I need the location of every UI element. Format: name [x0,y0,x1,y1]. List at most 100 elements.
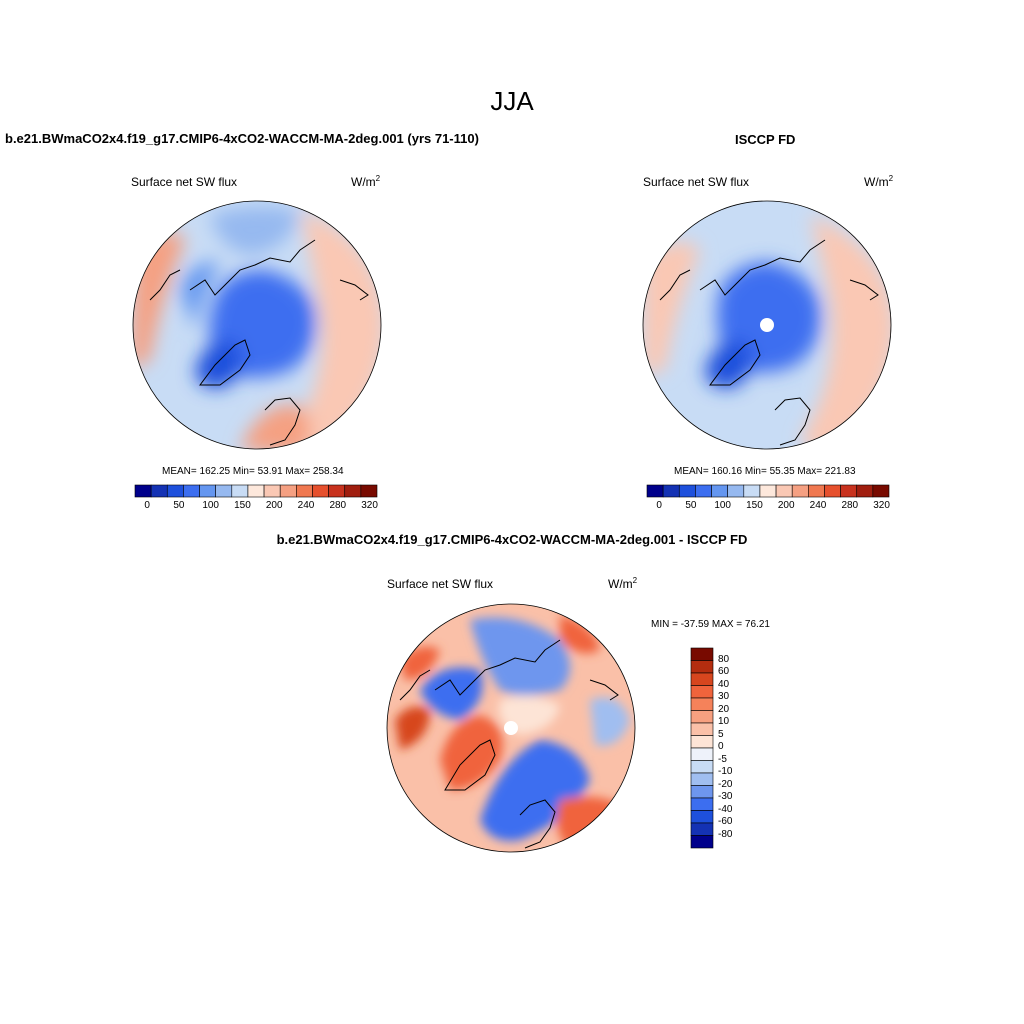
diff-colorbar-tick-label: 30 [718,691,730,702]
diff-neg-north [470,617,570,695]
figure-title: JJA [490,86,534,116]
model-units-label: W/m2 [351,174,380,189]
diff-colorbar-box [690,672,714,686]
obs-units-label: W/m2 [864,174,893,189]
model-cool-field-ne [210,206,300,255]
model-colorbar-box [263,484,281,498]
obs-colorbar-tick-label: 320 [873,500,890,511]
obs-colorbar-box [872,484,890,498]
model-colorbar [134,484,378,498]
obs-colorbar-box [711,484,728,498]
diff-colorbar-tick-label: -60 [718,816,733,827]
obs-warm-field-west [643,242,700,375]
obs-units-exp: 2 [888,174,894,183]
model-polar-map [133,201,381,449]
diff-colorbar-box [690,760,714,774]
diff-units-exp: 2 [632,576,638,585]
obs-colorbar-tick-label: 240 [809,500,827,511]
diff-colorbar-tick-label: -5 [718,753,727,765]
obs-colorbar-box [695,484,712,498]
model-colorbar-box [150,484,168,498]
obs-colorbar-box [824,484,841,498]
model-colorbar-tick-label: 200 [265,500,283,511]
obs-variable-label: Surface net SW flux [643,175,750,189]
model-coastlines [149,239,369,446]
diff-colorbar-tick-label: -80 [718,828,733,840]
diff-colorbar-box [690,835,714,849]
diff-map-border [386,603,636,853]
obs-colorbar-box [759,484,777,498]
model-panel-title: b.e21.BWmaCO2x4.f19_g17.CMIP6-4xCO2-WACC… [5,131,479,146]
model-colorbar-box [247,484,265,498]
diff-colorbar-tick-label: 10 [718,716,730,727]
diff-colorbar-box [690,772,714,786]
diff-pole-mask [504,721,518,735]
obs-colorbar-box [743,484,761,498]
obs-colorbar-box [662,484,680,498]
diff-stats: MIN = -37.59 MAX = 76.21 [651,619,770,630]
obs-colorbar-box [646,484,664,498]
diff-variable-label: Surface net SW flux [387,577,494,591]
obs-colorbar-box [808,484,825,498]
diff-units-base: W/m [608,577,633,591]
model-colorbar-box [215,484,233,498]
diff-colorbar-box [690,810,714,824]
obs-map-border [642,200,892,450]
diff-colorbar-box [690,710,714,724]
model-colorbar-box [134,484,152,498]
obs-colorbar-tick-label: 0 [656,500,662,511]
model-units-base: W/m [351,175,376,189]
obs-units-base: W/m [864,175,889,189]
diff-pos-se [556,796,630,850]
diff-neg-south [480,740,590,841]
model-colorbar-tick-label: 240 [297,500,315,511]
diff-colorbar-box [690,647,714,661]
obs-colorbar-tick-label: 200 [777,500,795,511]
model-colorbar-box [344,484,362,498]
model-colorbar-tick-label: 0 [144,500,150,511]
diff-colorbar-tick-label: -30 [718,791,733,802]
diff-polar-map [387,604,635,852]
diff-colorbar-tick-label: -20 [718,778,733,790]
model-colorbar-tick-label: 100 [202,500,219,511]
model-colorbar-box [312,484,329,498]
diff-panel-title: b.e21.BWmaCO2x4.f19_g17.CMIP6-4xCO2-WACC… [276,532,748,547]
diff-coastlines [399,639,619,849]
model-mid-ring [180,261,220,330]
diff-colorbar-tick-label: 80 [718,653,730,665]
diff-neg-east [590,697,630,746]
model-colorbar-box [279,484,297,498]
model-colorbar-box [360,484,378,498]
diff-colorbar-box [690,660,714,674]
diff-colorbar-tick-label: -40 [718,803,733,815]
diff-colorbar-box [690,747,714,761]
diff-colorbar-tick-label: 20 [718,703,730,715]
obs-panel-title: ISCCP FD [735,132,796,147]
obs-colorbar-tick-label: 280 [841,500,859,511]
obs-colorbar-box [791,484,809,498]
model-map-border [132,200,382,450]
obs-colorbar-tick-label: 100 [714,500,731,511]
obs-stats: MEAN= 160.16 Min= 55.35 Max= 221.83 [674,466,856,477]
diff-colorbar-box [690,785,714,799]
diff-colorbar-tick-label: 40 [718,678,730,690]
diff-colorbar-tick-label: 0 [718,741,724,752]
diff-colorbar-tick-label: -10 [718,766,733,777]
model-units-exp: 2 [375,174,381,183]
obs-colorbar-box [678,484,696,498]
model-colorbar-tick-label: 280 [329,500,347,511]
model-colorbar-box [328,484,346,498]
diff-colorbar-box [690,685,714,699]
model-colorbar-box [199,484,216,498]
diff-units-label: W/m2 [608,576,637,591]
model-colorbar-box [231,484,249,498]
obs-colorbar-box [775,484,793,498]
obs-coastlines [659,239,879,446]
obs-pole-mask [760,318,774,332]
diff-neg-west [420,667,483,720]
model-colorbar-box [166,484,184,498]
diff-pos-west [395,706,430,750]
diff-colorbar [690,647,714,849]
model-colorbar-tick-label: 150 [234,500,251,511]
